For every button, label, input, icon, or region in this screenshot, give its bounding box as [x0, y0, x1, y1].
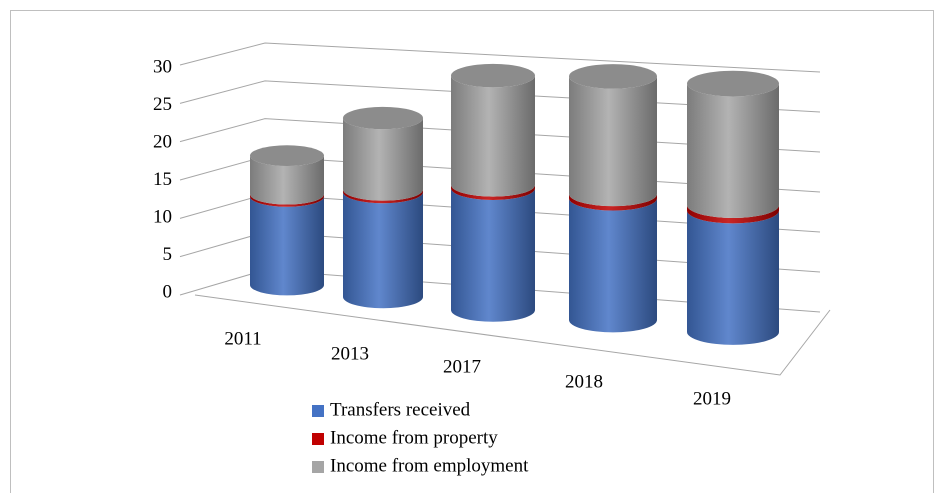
x-tick-label: 2019: [693, 388, 731, 409]
cylinder-top: [250, 145, 324, 166]
cylinder-segment: [343, 189, 423, 204]
legend-swatch: [312, 461, 324, 473]
legend-label: Income from employment: [330, 455, 529, 476]
cylinder-segment: [451, 188, 535, 322]
x-tick-label: 2018: [565, 371, 603, 392]
cylinder-segment: [687, 210, 779, 345]
cylinder-segment: [687, 83, 779, 218]
y-tick-label: 25: [153, 94, 172, 115]
cylinder-segment: [569, 76, 657, 207]
x-tick-label: 2017: [443, 356, 481, 377]
cylinder-top: [451, 63, 535, 88]
x-tick-label: 2013: [331, 343, 369, 364]
y-tick-label: 10: [153, 206, 172, 227]
legend-label: Income from property: [330, 427, 498, 448]
x-tick-label: 2011: [224, 328, 261, 349]
legend-label: Transfers received: [330, 399, 471, 420]
cylinder-segment: [250, 155, 324, 205]
cylinder-segment: [687, 205, 779, 224]
cylinder-segment: [451, 75, 535, 197]
floor: [194, 294, 831, 376]
chart-frame: [10, 10, 934, 493]
cylinder-top: [343, 106, 423, 130]
legend-swatch: [312, 433, 324, 445]
cylinder-segment: [569, 193, 657, 211]
cylinder-segment: [343, 192, 423, 309]
cylinder-segment: [250, 194, 324, 207]
cylinder-top: [569, 64, 657, 89]
cylinder-segment: [250, 196, 324, 296]
y-tick-label: 20: [153, 131, 172, 152]
y-tick-label: 15: [153, 169, 172, 190]
cylinder-segment: [343, 118, 423, 201]
grid-line: [179, 42, 821, 73]
cylinder-segment: [451, 184, 535, 200]
cylinder-top: [687, 70, 779, 97]
cylinder-segment: [569, 198, 657, 333]
y-tick-label: 0: [163, 281, 173, 302]
legend-swatch: [312, 405, 324, 417]
y-tick-label: 30: [153, 56, 172, 77]
y-tick-label: 5: [163, 244, 173, 265]
